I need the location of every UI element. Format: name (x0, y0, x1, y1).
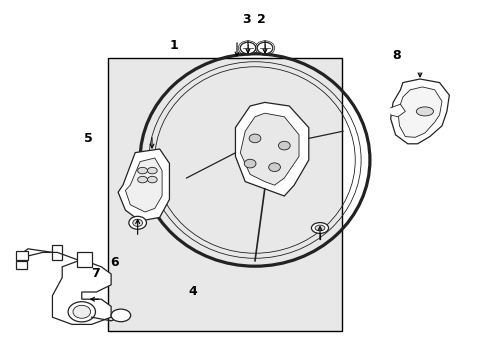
Text: 8: 8 (391, 49, 400, 62)
Circle shape (248, 134, 260, 143)
Ellipse shape (415, 107, 432, 116)
Circle shape (257, 42, 272, 54)
Bar (107, 58, 342, 331)
Ellipse shape (147, 167, 157, 174)
Polygon shape (240, 113, 298, 185)
Text: 5: 5 (83, 132, 92, 145)
Circle shape (278, 141, 289, 150)
Polygon shape (52, 260, 111, 324)
Ellipse shape (138, 176, 147, 183)
Text: 3: 3 (242, 13, 251, 26)
Ellipse shape (311, 222, 328, 233)
Circle shape (129, 216, 146, 229)
Circle shape (244, 159, 255, 168)
Circle shape (133, 219, 142, 226)
Ellipse shape (138, 167, 147, 174)
Ellipse shape (147, 176, 157, 183)
Circle shape (268, 163, 280, 171)
Text: 4: 4 (188, 285, 197, 298)
Polygon shape (52, 245, 62, 260)
Polygon shape (118, 149, 169, 221)
Text: 1: 1 (169, 39, 178, 51)
Polygon shape (77, 252, 91, 267)
Bar (16, 251, 28, 260)
Bar (16, 261, 26, 269)
Circle shape (73, 305, 90, 318)
Polygon shape (235, 102, 308, 196)
Ellipse shape (111, 309, 130, 322)
Circle shape (240, 42, 255, 54)
Circle shape (68, 302, 95, 322)
Polygon shape (397, 87, 441, 137)
Ellipse shape (314, 225, 324, 231)
Text: 2: 2 (257, 13, 265, 26)
Text: 7: 7 (91, 267, 100, 280)
Polygon shape (390, 104, 405, 117)
Text: 6: 6 (110, 256, 119, 269)
Polygon shape (125, 158, 162, 212)
Polygon shape (390, 79, 448, 144)
